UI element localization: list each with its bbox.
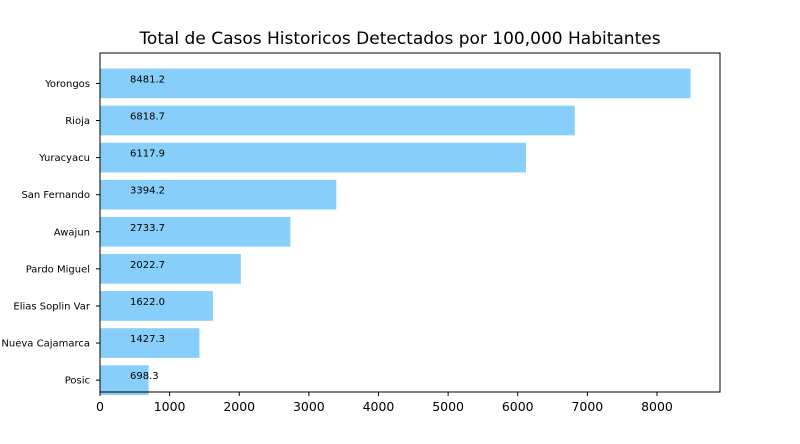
bar-data-label: 6117.9 [130,149,165,160]
y-axis: Yorongos Rioja Yuracyacu San Fernando Awajun… [1,79,100,387]
x-axis: 0 1000 2000 3000 4000 5000 6000 7000 8000 [96,392,673,414]
bar-data-label: 698.3 [130,371,159,382]
x-tick-label: 2000 [223,399,255,414]
y-tick-label: Posic [65,376,90,387]
chart-title: Total de Casos Historicos Detectados por… [138,29,660,49]
bar-data-label: 6818.7 [130,112,165,123]
x-tick-label: 3000 [293,399,325,414]
bar-data-label: 8481.2 [130,74,165,85]
x-tick-label: 4000 [363,399,395,414]
bar [100,365,149,395]
bar [100,254,241,284]
y-tick-label: Pardo Miguel [26,264,90,275]
plot-frame [99,52,721,393]
bar-data-label: 2022.7 [130,260,165,271]
y-tick-label: Elias Soplin Var [13,301,90,312]
bar [100,179,337,210]
y-tick-label: Awajun [54,227,90,238]
bars-layer [100,68,691,395]
y-tick-label: Rioja [65,116,90,127]
bar-data-label: 3394.2 [130,186,165,197]
data-labels-layer: 8481.2 6818.7 6117.9 3394.2 2733.7 2022.7 1622… [130,74,165,382]
y-tick-label: Nueva Cajamarca [1,339,90,350]
x-tick-label: 5000 [432,399,464,414]
bar-data-label: 2733.7 [130,223,165,234]
bar [100,105,575,136]
bar [100,142,526,173]
y-tick-label: Yorongos [44,79,90,90]
x-tick-label: 1000 [154,399,186,414]
bar [100,291,213,321]
bar-data-label: 1622.0 [130,297,165,308]
x-tick-label: 8000 [641,399,673,414]
x-tick-label: 6000 [502,399,534,414]
x-tick-label: 7000 [571,399,603,414]
bar-data-label: 1427.3 [130,334,165,345]
bar [100,328,200,358]
y-tick-label: San Fernando [21,190,90,201]
bar [100,68,691,99]
x-tick-label: 0 [96,399,104,414]
bar [100,216,291,247]
y-tick-label: Yuracyacu [38,153,90,164]
